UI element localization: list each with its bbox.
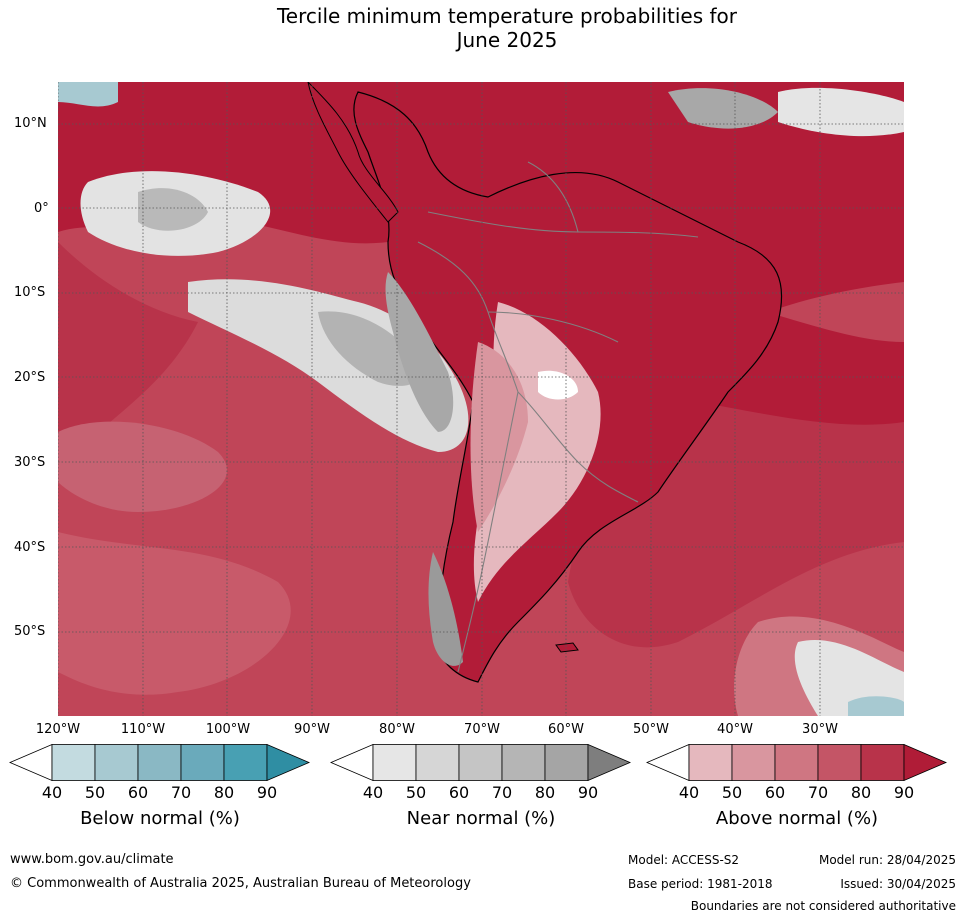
footer-website: www.bom.gov.au/climate — [10, 852, 174, 867]
footer-copyright: © Commonwealth of Australia 2025, Austra… — [10, 876, 471, 891]
colorbar-tick-label: 60 — [448, 783, 470, 802]
colorbar-segment — [501, 744, 546, 781]
lon-label-110w: 110°W — [120, 722, 166, 737]
colorbar-over-triangle — [266, 744, 311, 781]
colorbar-segment — [817, 744, 862, 781]
colorbar-segment — [180, 744, 225, 781]
lat-label-20s: 20°S — [14, 370, 46, 385]
region-near-80-patagonia-coast — [428, 552, 463, 666]
footer-base-period: Base period: 1981-2018 — [628, 877, 773, 891]
footer-issued: Issued: 30/04/2025 — [840, 877, 956, 891]
lon-label-100w: 100°W — [205, 722, 251, 737]
title-line-1: Tercile minimum temperature probabilitie… — [276, 4, 738, 28]
lon-label-80w: 80°W — [379, 722, 415, 737]
colorbar-above-normal — [646, 744, 948, 781]
colorbar-tick-label: 70 — [170, 783, 192, 802]
region-near-50-north — [778, 87, 904, 137]
colorbar-tick-label: 60 — [127, 783, 149, 802]
colorbar-segment — [458, 744, 503, 781]
colorbar-over-triangle — [587, 744, 632, 781]
footer-model-run: Model run: 28/04/2025 — [818, 853, 956, 867]
colorbar-segment — [544, 744, 589, 781]
colorbar-tick-label: 70 — [491, 783, 513, 802]
colorbar-near-normal — [330, 744, 632, 781]
lat-label-10n: 10°N — [14, 116, 47, 131]
colorbar-tick-label: 40 — [362, 783, 384, 802]
lon-label-120w: 120°W — [35, 722, 81, 737]
region-below-40-interior — [538, 370, 578, 400]
colorbar-tick-label: 90 — [893, 783, 915, 802]
country-borders — [417, 161, 699, 673]
region-near-80-peru-coast — [385, 272, 454, 432]
colorbar-tick-label: 90 — [256, 783, 278, 802]
central-america — [307, 82, 399, 223]
colorbar-label-above: Above normal (%) — [715, 808, 879, 829]
colorbar-tick-label: 80 — [534, 783, 556, 802]
colorbar-tick-label: 40 — [41, 783, 63, 802]
lat-label-50s: 50°S — [14, 624, 46, 639]
probability-map — [58, 82, 904, 716]
colorbar-under-triangle — [330, 744, 374, 781]
map-title: Tercile minimum temperature probabilitie… — [0, 4, 965, 52]
region-above-70-pacific — [58, 421, 227, 512]
colorbar-label-below: Below normal (%) — [80, 808, 240, 829]
colorbar-tick-label: 80 — [850, 783, 872, 802]
colorbar-segment — [223, 744, 268, 781]
colorbar-under-triangle — [9, 744, 53, 781]
region-near-80-caribbean — [668, 88, 778, 129]
lon-label-90w: 90°W — [294, 722, 330, 737]
colorbar-tick-label: 60 — [764, 783, 786, 802]
colorbar-tick-label: 70 — [807, 783, 829, 802]
lon-label-70w: 70°W — [464, 722, 500, 737]
falkland-islands — [555, 642, 579, 653]
colorbar-label-near: Near normal (%) — [406, 808, 556, 829]
colorbar-segment — [372, 744, 417, 781]
colorbar-segment — [731, 744, 776, 781]
region-above-70-southpacific — [58, 532, 291, 695]
colorbar-tick-label: 50 — [405, 783, 427, 802]
colorbar-segment — [860, 744, 905, 781]
colorbar-tick-label: 80 — [213, 783, 235, 802]
footer-model: Model: ACCESS-S2 — [628, 853, 740, 867]
colorbar-segment — [137, 744, 182, 781]
lat-label-0: 0° — [34, 201, 49, 216]
colorbar-under-triangle — [646, 744, 690, 781]
colorbar-segment — [51, 744, 96, 781]
region-below-50-southeast — [848, 696, 904, 716]
graticule — [58, 82, 904, 716]
colorbar-segment — [774, 744, 819, 781]
lon-label-60w: 60°W — [548, 722, 584, 737]
lon-label-40w: 40°W — [717, 722, 753, 737]
region-above-50-andes — [470, 342, 528, 532]
lon-label-30w: 30°W — [802, 722, 838, 737]
lat-label-40s: 40°S — [14, 540, 46, 555]
title-line-2: June 2025 — [456, 28, 558, 52]
colorbar-tick-label: 50 — [721, 783, 743, 802]
colorbar-tick-label: 90 — [577, 783, 599, 802]
colorbar-tick-label: 50 — [84, 783, 106, 802]
region-below-50-northwest — [58, 82, 118, 107]
footer-disclaimer: Boundaries are not considered authoritat… — [690, 899, 956, 913]
colorbar-segment — [688, 744, 733, 781]
lon-label-50w: 50°W — [633, 722, 669, 737]
region-above-80-west — [58, 242, 198, 482]
region-near-70-eastpacific — [318, 311, 421, 386]
colorbar-over-triangle — [903, 744, 948, 781]
lat-label-10s: 10°S — [14, 285, 46, 300]
colorbar-below-normal — [9, 744, 311, 781]
lat-label-30s: 30°S — [14, 455, 46, 470]
colorbar-segment — [415, 744, 460, 781]
colorbar-tick-label: 40 — [678, 783, 700, 802]
region-near-70-equatorial-pacific — [138, 188, 208, 231]
colorbar-segment — [94, 744, 139, 781]
